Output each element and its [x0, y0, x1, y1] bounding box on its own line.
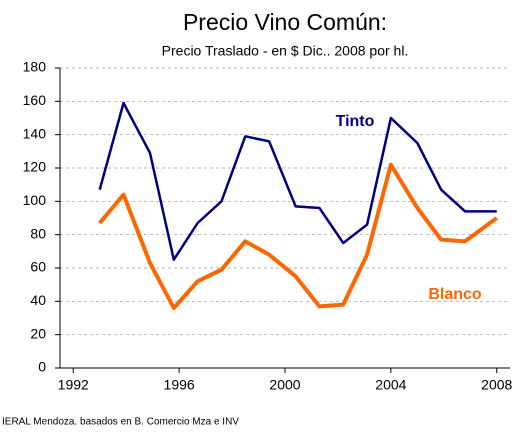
line-series — [98, 101, 497, 261]
x-tick-label: 2000 — [269, 377, 300, 393]
y-tick-label: 60 — [30, 259, 46, 275]
series-label: Blanco — [428, 286, 482, 303]
x-tick-label: 2008 — [481, 377, 512, 393]
y-tick-label: 140 — [23, 125, 47, 141]
line-series — [98, 162, 498, 310]
y-tick-label: 40 — [30, 292, 46, 308]
x-tick-label: 1992 — [58, 377, 89, 393]
x-tick-label: 1996 — [164, 377, 195, 393]
y-tick-label: 160 — [23, 92, 47, 108]
chart-subtitle: Precio Traslado - en $ Dic.. 2008 por hl… — [162, 43, 409, 59]
series-label: Tinto — [336, 113, 375, 130]
y-tick-label: 20 — [30, 325, 46, 341]
y-tick-label: 120 — [23, 159, 47, 175]
x-tick-label: 2004 — [375, 377, 406, 393]
chart-title: Precio Vino Común: — [183, 9, 387, 35]
y-tick-label: 0 — [38, 359, 46, 375]
y-tick-label: 100 — [23, 192, 47, 208]
y-tick-label: 80 — [30, 225, 46, 241]
source: IERAL Mendoza. basados en B. Comercio Mz… — [2, 417, 239, 428]
y-tick-label: 180 — [23, 59, 47, 75]
